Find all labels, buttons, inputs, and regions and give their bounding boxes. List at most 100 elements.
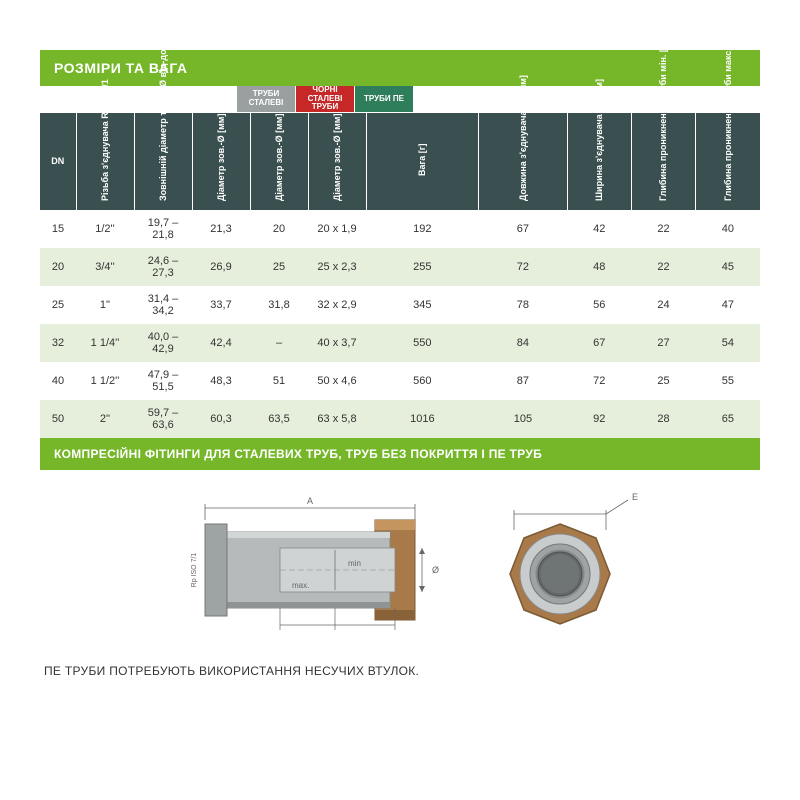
column-header: Діаметр зов.-Ø [мм] bbox=[308, 113, 366, 210]
table-body: 151/2''19,7 – 21,821,32020 x 1,919267422… bbox=[40, 210, 760, 438]
table-cell: 15 bbox=[40, 210, 76, 248]
table-cell: 1016 bbox=[366, 400, 479, 438]
table-cell: 50 bbox=[40, 400, 76, 438]
table-cell: 26,9 bbox=[192, 248, 250, 286]
spec-table: DNРізьба з'єднувача R ISO 7/1Зовнішній д… bbox=[40, 112, 760, 438]
table-cell: 1 1/2'' bbox=[76, 362, 134, 400]
table-cell: 345 bbox=[366, 286, 479, 324]
table-cell: 51 bbox=[250, 362, 308, 400]
table-cell: 40,0 – 42,9 bbox=[134, 324, 192, 362]
svg-text:A: A bbox=[307, 496, 313, 506]
table-cell: 1/2'' bbox=[76, 210, 134, 248]
table-cell: 40 x 3,7 bbox=[308, 324, 366, 362]
table-cell: 67 bbox=[567, 324, 631, 362]
table-cell: 22 bbox=[631, 210, 695, 248]
fitting-side-view: A min max. Rp ISO 7/1 Ø bbox=[160, 490, 450, 650]
svg-text:E: E bbox=[632, 492, 638, 502]
fitting-front-view: E bbox=[480, 490, 640, 650]
table-cell: 28 bbox=[631, 400, 695, 438]
table-cell: 192 bbox=[366, 210, 479, 248]
column-header: Різьба з'єднувача R ISO 7/1 bbox=[76, 113, 134, 210]
column-header: DN bbox=[40, 113, 76, 210]
table-cell: 56 bbox=[567, 286, 631, 324]
table-cell: 25 bbox=[40, 286, 76, 324]
column-header: Діаметр зов.-Ø [мм] bbox=[250, 113, 308, 210]
table-cell: 560 bbox=[366, 362, 479, 400]
category-spacer bbox=[40, 86, 237, 112]
table-cell: 60,3 bbox=[192, 400, 250, 438]
table-cell: 27 bbox=[631, 324, 695, 362]
footer-bar: КОМПРЕСІЙНІ ФІТИНГИ ДЛЯ СТАЛЕВИХ ТРУБ, Т… bbox=[40, 438, 760, 470]
table-cell: 19,7 – 21,8 bbox=[134, 210, 192, 248]
svg-text:max.: max. bbox=[292, 581, 309, 590]
footnote: ПЕ ТРУБИ ПОТРЕБУЮТЬ ВИКОРИСТАННЯ НЕСУЧИХ… bbox=[40, 660, 760, 678]
table-cell: 31,8 bbox=[250, 286, 308, 324]
table-cell: 20 x 1,9 bbox=[308, 210, 366, 248]
table-cell: 87 bbox=[479, 362, 567, 400]
table-cell: 48 bbox=[567, 248, 631, 286]
table-cell: 21,3 bbox=[192, 210, 250, 248]
table-cell: 54 bbox=[696, 324, 760, 362]
table-cell: 31,4 – 34,2 bbox=[134, 286, 192, 324]
svg-text:Rp ISO 7/1: Rp ISO 7/1 bbox=[191, 552, 198, 587]
table-cell: 59,7 – 63,6 bbox=[134, 400, 192, 438]
column-header: Довжина з'єднувача –A [мм] bbox=[479, 113, 567, 210]
table-cell: 25 bbox=[631, 362, 695, 400]
table-cell: 25 bbox=[250, 248, 308, 286]
table-cell: 63,5 bbox=[250, 400, 308, 438]
table-cell: – bbox=[250, 324, 308, 362]
table-row: 251''31,4 – 34,233,731,832 x 2,934578562… bbox=[40, 286, 760, 324]
title-bar: РОЗМІРИ ТА ВАГА bbox=[40, 50, 760, 86]
table-row: 203/4''24,6 – 27,326,92525 x 2,325572482… bbox=[40, 248, 760, 286]
table-row: 151/2''19,7 – 21,821,32020 x 1,919267422… bbox=[40, 210, 760, 248]
table-cell: 32 x 2,9 bbox=[308, 286, 366, 324]
svg-text:min: min bbox=[348, 559, 361, 568]
spec-sheet: РОЗМІРИ ТА ВАГА ТРУБИ СТАЛЕВІ ЧОРНІ СТАЛ… bbox=[40, 50, 760, 678]
table-row: 502''59,7 – 63,660,363,563 x 5,810161059… bbox=[40, 400, 760, 438]
table-cell: 1 1/4'' bbox=[76, 324, 134, 362]
category-black: ЧОРНІ СТАЛЕВІ ТРУБИ bbox=[296, 86, 354, 112]
table-cell: 55 bbox=[696, 362, 760, 400]
table-cell: 20 bbox=[40, 248, 76, 286]
table-row: 321 1/4''40,0 – 42,942,4–40 x 3,75508467… bbox=[40, 324, 760, 362]
table-cell: 40 bbox=[696, 210, 760, 248]
category-row: ТРУБИ СТАЛЕВІ ЧОРНІ СТАЛЕВІ ТРУБИ ТРУБИ … bbox=[40, 86, 760, 112]
technical-diagram: A min max. Rp ISO 7/1 Ø bbox=[40, 470, 760, 660]
table-head: DNРізьба з'єднувача R ISO 7/1Зовнішній д… bbox=[40, 113, 760, 210]
category-steel: ТРУБИ СТАЛЕВІ bbox=[237, 86, 295, 112]
table-cell: 78 bbox=[479, 286, 567, 324]
svg-text:Ø: Ø bbox=[432, 565, 439, 575]
column-header: Ширина з'єднувача –E [мм] bbox=[567, 113, 631, 210]
table-cell: 105 bbox=[479, 400, 567, 438]
table-cell: 47,9 – 51,5 bbox=[134, 362, 192, 400]
table-cell: 24,6 – 27,3 bbox=[134, 248, 192, 286]
table-cell: 550 bbox=[366, 324, 479, 362]
table-cell: 45 bbox=[696, 248, 760, 286]
table-cell: 24 bbox=[631, 286, 695, 324]
column-header: Діаметр зов.-Ø [мм] bbox=[192, 113, 250, 210]
table-cell: 63 x 5,8 bbox=[308, 400, 366, 438]
table-cell: 33,7 bbox=[192, 286, 250, 324]
table-cell: 72 bbox=[567, 362, 631, 400]
table-cell: 84 bbox=[479, 324, 567, 362]
column-header: Глибина проникнення труби макс. [мм] bbox=[696, 113, 760, 210]
column-header: Глибина проникнення труби мін. [мм] bbox=[631, 113, 695, 210]
category-pe: ТРУБИ ПЕ bbox=[355, 86, 413, 112]
table-cell: 67 bbox=[479, 210, 567, 248]
table-row: 401 1/2''47,9 – 51,548,35150 x 4,6560877… bbox=[40, 362, 760, 400]
table-cell: 47 bbox=[696, 286, 760, 324]
table-cell: 92 bbox=[567, 400, 631, 438]
table-cell: 50 x 4,6 bbox=[308, 362, 366, 400]
table-cell: 25 x 2,3 bbox=[308, 248, 366, 286]
column-header: Зовнішній діаметр тру­би-Ø від-до [мм] bbox=[134, 113, 192, 210]
table-cell: 2'' bbox=[76, 400, 134, 438]
table-cell: 1'' bbox=[76, 286, 134, 324]
table-cell: 22 bbox=[631, 248, 695, 286]
table-cell: 255 bbox=[366, 248, 479, 286]
category-rest bbox=[414, 86, 760, 112]
table-cell: 42 bbox=[567, 210, 631, 248]
table-cell: 32 bbox=[40, 324, 76, 362]
table-cell: 42,4 bbox=[192, 324, 250, 362]
table-cell: 20 bbox=[250, 210, 308, 248]
table-cell: 3/4'' bbox=[76, 248, 134, 286]
